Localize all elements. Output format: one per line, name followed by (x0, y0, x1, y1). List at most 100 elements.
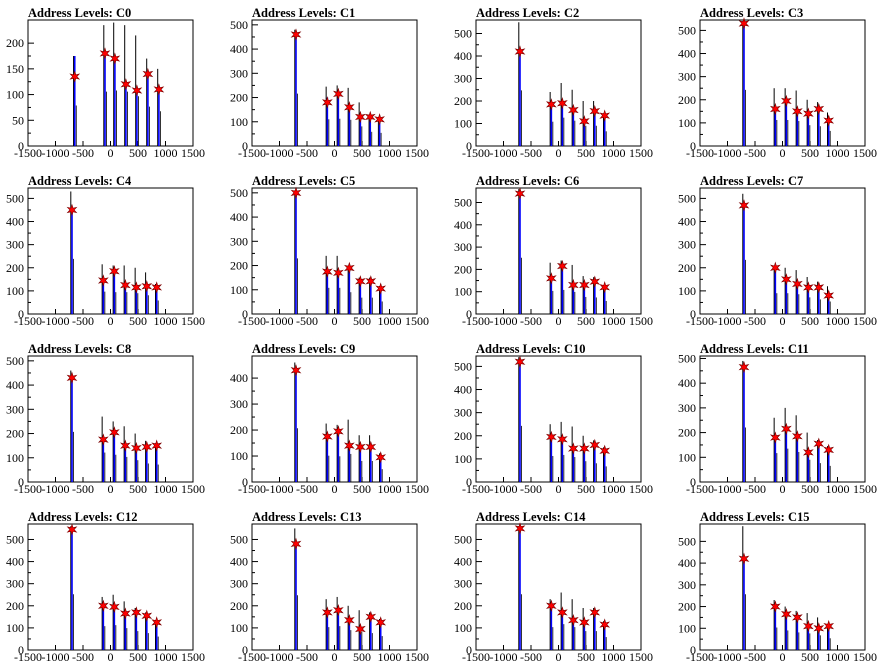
plot-frame (475, 19, 642, 147)
peak-marker (791, 430, 803, 443)
x-tick-label: -500 (744, 482, 766, 496)
peak-marker (108, 265, 120, 278)
y-tick-label: 100 (230, 115, 248, 129)
y-tick-label: 300 (678, 70, 696, 84)
y-tick-label: 0 (690, 475, 696, 489)
y-tick-label: 400 (454, 383, 472, 397)
y-tick-label: 400 (454, 218, 472, 232)
y-tick-label: 400 (230, 555, 248, 569)
panel-title: Address Levels: C11 (700, 342, 809, 356)
peak-marker (66, 203, 78, 217)
peak-marker (599, 281, 611, 294)
y-tick-label: 400 (230, 42, 248, 56)
peak-marker (119, 607, 131, 620)
y-tick-label: 200 (678, 600, 696, 614)
peak-marker (823, 619, 835, 633)
x-tick-label: -1500 (686, 314, 714, 328)
peak-marker (514, 522, 526, 535)
peak-marker (321, 606, 333, 619)
x-tick-label: -1000 (490, 146, 518, 160)
y-tick-label: 300 (230, 577, 248, 591)
x-tick-label: -500 (744, 314, 766, 328)
x-tick-label: -1500 (462, 482, 490, 496)
y-tick-label: 500 (454, 195, 472, 209)
x-tick-label: -1500 (462, 314, 490, 328)
y-tick-label: 200 (6, 261, 24, 275)
plot-frame (27, 355, 194, 483)
peak-marker (514, 45, 526, 58)
plot-frame (27, 187, 194, 315)
peak-marker (589, 275, 601, 288)
x-tick-label: 1000 (826, 482, 850, 496)
y-tick-label: 200 (678, 261, 696, 275)
panel-title: Address Levels: C0 (28, 6, 131, 20)
x-tick-label: 0 (556, 482, 562, 496)
x-tick-label: -500 (744, 650, 766, 664)
panel-4: Address Levels: C40100200300400500-1500-… (6, 174, 205, 328)
panel-8: Address Levels: C80100200300400500-1500-… (6, 342, 205, 496)
x-tick-label: -1000 (266, 146, 294, 160)
y-tick-label: 200 (6, 36, 24, 50)
x-tick-label: 1500 (629, 314, 653, 328)
panel-title: Address Levels: C12 (28, 510, 138, 524)
peak-marker (802, 446, 814, 459)
plot-frame (27, 19, 194, 147)
peak-marker (130, 441, 142, 455)
x-tick-label: 1500 (405, 314, 429, 328)
peak-marker (556, 259, 568, 273)
x-tick-label: 500 (353, 314, 371, 328)
peak-marker (108, 426, 120, 439)
y-tick-label: 200 (230, 91, 248, 105)
peak-marker (813, 437, 825, 450)
y-tick-label: 0 (466, 307, 472, 321)
panel-9: Address Levels: C9 0 100 200 300 400 -1500 -100… (230, 342, 429, 496)
y-tick-label: 400 (678, 556, 696, 570)
peak-marker (141, 280, 153, 293)
y-tick-label: 400 (6, 555, 24, 569)
y-tick-label: 0 (690, 643, 696, 657)
peak-marker (151, 616, 163, 629)
x-tick-label: -500 (72, 650, 94, 664)
panel-0: Address Levels: C0 0 50 100 150 200 -1500 -1000… (6, 6, 205, 160)
panel-title: Address Levels: C13 (252, 510, 362, 524)
y-tick-label: 200 (454, 94, 472, 108)
plot-frame (251, 19, 418, 147)
y-tick-label: 0 (466, 139, 472, 153)
peak-marker (567, 613, 579, 627)
peak-marker (514, 187, 526, 200)
peak-marker (738, 360, 750, 374)
y-tick-label: 300 (6, 238, 24, 252)
x-tick-label: -1000 (42, 650, 70, 664)
x-tick-label: 1000 (602, 146, 626, 160)
peak-marker (332, 603, 344, 617)
plot-frame (699, 523, 866, 651)
x-tick-label: -500 (296, 146, 318, 160)
peak-marker (578, 442, 590, 455)
y-tick-label: 500 (678, 191, 696, 205)
panel-14: Address Levels: C14 0 100 200 300 400 500 -1500… (454, 510, 653, 664)
peak-marker (780, 94, 792, 108)
panel-12: Address Levels: C12 0 100 200 300 400 500 -1500… (6, 510, 205, 664)
peak-marker (578, 115, 590, 128)
x-tick-label: 500 (129, 650, 147, 664)
x-tick-label: 1500 (405, 650, 429, 664)
x-tick-label: -1500 (238, 650, 266, 664)
peak-marker (599, 109, 611, 122)
x-tick-label: 1000 (378, 650, 402, 664)
x-tick-label: 1000 (378, 314, 402, 328)
panel-6: Address Levels: C60100200300400500-1500-… (454, 174, 653, 328)
x-tick-label: 0 (780, 146, 786, 160)
peak-marker (780, 273, 792, 286)
x-tick-label: -1000 (714, 650, 742, 664)
x-tick-label: -1500 (238, 314, 266, 328)
y-tick-label: 200 (6, 599, 24, 613)
x-tick-label: 0 (780, 650, 786, 664)
peak-marker (119, 439, 131, 452)
x-tick-label: -1500 (238, 482, 266, 496)
peak-marker (120, 78, 132, 91)
y-tick-label: 100 (6, 284, 24, 298)
y-tick-label: 0 (242, 139, 248, 153)
x-tick-label: -1000 (266, 650, 294, 664)
y-tick-label: 500 (230, 532, 248, 546)
x-tick-label: 0 (556, 314, 562, 328)
